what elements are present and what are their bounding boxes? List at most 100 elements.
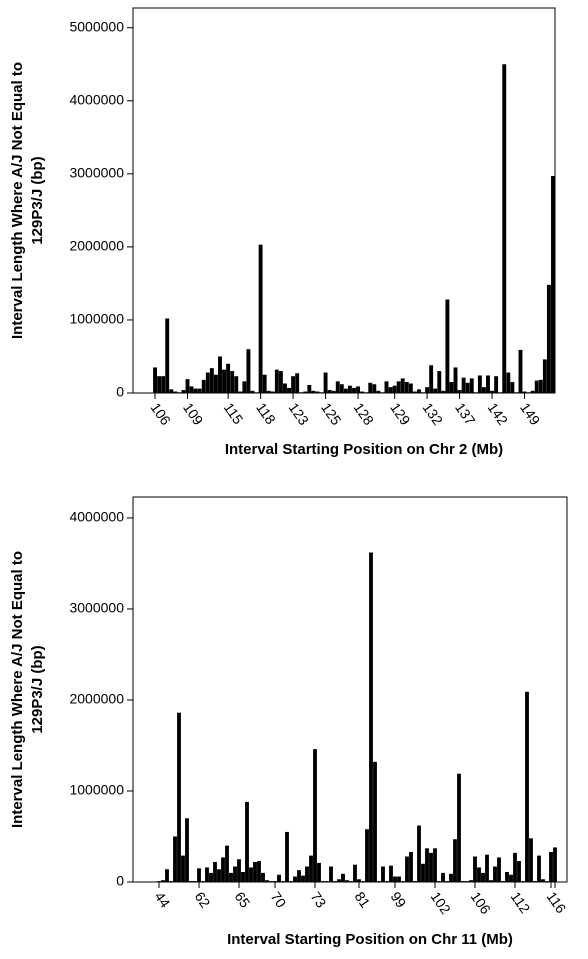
bar — [293, 876, 297, 882]
bar — [327, 390, 332, 393]
x-tick-label: 128 — [351, 400, 378, 428]
x-tick-label: 137 — [452, 400, 479, 428]
y-tick-label: 1000000 — [69, 311, 124, 327]
x-tick-label: 118 — [253, 400, 279, 428]
bar — [181, 390, 186, 393]
bar — [177, 712, 181, 882]
bar — [417, 825, 421, 882]
bar — [449, 873, 453, 882]
bar — [297, 870, 301, 882]
bar — [373, 761, 377, 882]
bar — [513, 852, 517, 882]
bar — [165, 869, 169, 882]
bar — [553, 847, 557, 882]
bar — [181, 855, 185, 882]
bar — [289, 881, 293, 882]
bar — [433, 388, 438, 393]
bar — [477, 867, 481, 882]
bar — [341, 873, 345, 882]
bar — [209, 872, 213, 882]
y-tick-label: 0 — [116, 384, 124, 400]
bar — [249, 867, 253, 882]
x-tick-label: 106 — [148, 400, 175, 428]
bar — [413, 881, 417, 882]
x-tick-label: 81 — [352, 889, 374, 911]
bar — [218, 356, 222, 393]
bar — [237, 859, 241, 882]
bar — [498, 392, 503, 393]
x-tick-label: 109 — [180, 400, 207, 428]
y-tick-label: 4000000 — [69, 91, 124, 107]
x-tick-label: 132 — [420, 400, 447, 428]
x-tick-label: 44 — [152, 889, 174, 911]
bar — [274, 369, 279, 393]
bar — [230, 371, 235, 393]
bar — [221, 857, 225, 882]
bar — [404, 382, 409, 393]
bar — [185, 379, 190, 393]
bar — [157, 881, 161, 882]
bar — [518, 349, 523, 393]
bar — [241, 871, 245, 882]
x-tick-label: 115 — [221, 400, 247, 428]
y-tick-label: 0 — [116, 873, 124, 889]
bar — [307, 384, 312, 393]
y-axis-title: 129P3/J (bp) — [29, 156, 46, 244]
bar — [201, 881, 205, 882]
bar — [449, 382, 454, 393]
plot-frame — [132, 496, 568, 883]
x-tick-label: 112 — [508, 889, 534, 917]
bar — [311, 390, 316, 393]
bar — [335, 381, 340, 393]
bar — [368, 382, 373, 393]
bar — [349, 881, 353, 882]
bar — [339, 384, 344, 393]
bar — [377, 881, 381, 882]
bar — [325, 881, 329, 882]
bar — [337, 879, 341, 882]
bar — [301, 875, 305, 882]
bar — [445, 299, 450, 393]
bar — [525, 691, 529, 882]
bar — [205, 867, 209, 882]
plot-frame — [132, 7, 556, 394]
bar — [222, 369, 227, 393]
bar — [441, 872, 445, 882]
bar — [169, 881, 173, 882]
bar — [197, 388, 202, 393]
bar — [505, 871, 509, 882]
bar — [401, 881, 405, 882]
x-tick-label: 123 — [286, 400, 313, 428]
bar — [213, 861, 217, 882]
bar — [287, 387, 291, 393]
bar — [309, 855, 313, 882]
y-tick-label: 4000000 — [69, 509, 124, 525]
bar — [506, 372, 511, 393]
bar — [333, 881, 337, 882]
bar — [425, 387, 430, 393]
bar — [213, 374, 218, 393]
y-tick-label: 2000000 — [69, 238, 124, 254]
bar — [457, 773, 461, 882]
x-tick-label: 142 — [485, 400, 512, 428]
bar — [201, 379, 206, 393]
bar — [461, 377, 466, 393]
x-tick-label: 62 — [192, 889, 214, 911]
bar — [486, 375, 490, 393]
bar — [396, 381, 401, 393]
y-tick-label: 3000000 — [69, 600, 124, 616]
bar — [481, 387, 486, 393]
bar — [388, 387, 393, 393]
bar — [453, 367, 458, 393]
x-tick-label: 106 — [468, 889, 495, 917]
bar — [457, 390, 462, 393]
bar — [323, 372, 328, 393]
bar — [357, 879, 361, 882]
bar — [465, 382, 470, 393]
bar — [261, 872, 265, 882]
y-tick-label: 3000000 — [69, 165, 124, 181]
bar — [384, 381, 389, 393]
bar — [352, 387, 356, 393]
bar — [277, 874, 281, 882]
bar — [408, 383, 413, 393]
